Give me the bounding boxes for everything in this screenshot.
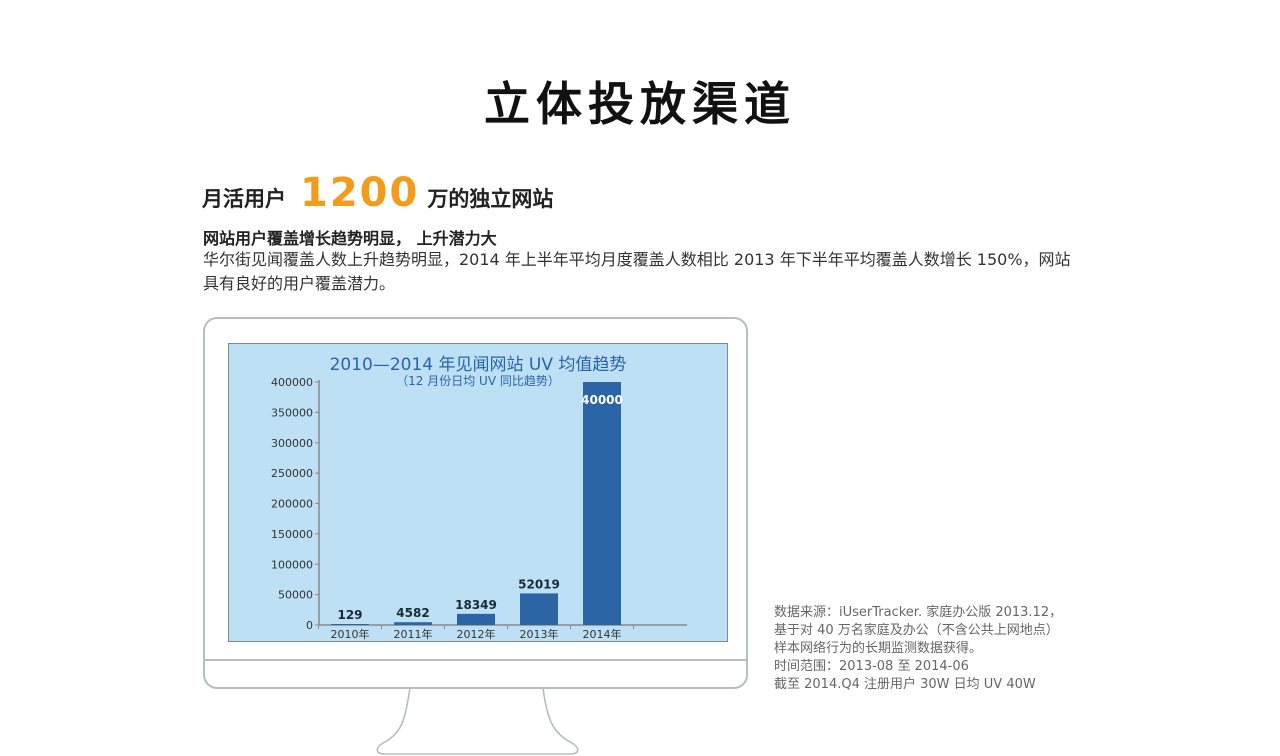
monitor-bezel-divider [205,659,746,661]
chart-screen: 2010—2014 年见闻网站 UV 均值趋势 （12 月份日均 UV 同比趋势… [228,343,728,642]
chart-subtitle: （12 月份日均 UV 同比趋势） [396,374,560,388]
x-tick-label: 2014年 [583,627,622,641]
source-line: 截至 2014.Q4 注册用户 30W 日均 UV 40W [774,677,1036,692]
monitor-stand [376,688,579,755]
bar [520,593,558,625]
x-tick-label: 2013年 [520,627,559,641]
y-tick-label: 50000 [278,589,313,602]
sub-heading: 网站用户覆盖增长趋势明显， 上升潜力大 [203,229,497,248]
bar [331,624,369,625]
y-tick-label: 100000 [271,558,313,571]
y-tick-label: 300000 [271,437,313,450]
data-label: 4582 [396,606,429,620]
page-title: 立体投放渠道 [484,77,796,131]
bar [394,622,432,625]
bar [583,382,621,625]
x-tick-label: 2012年 [457,627,496,641]
y-tick-label: 0 [306,619,313,632]
headline-number: 1200 [300,170,420,216]
headline-suffix: 万的独立网站 [427,187,554,211]
chart-title: 2010—2014 年见闻网站 UV 均值趋势 [329,355,627,375]
data-label: 40000 [581,393,623,407]
y-tick-label: 200000 [271,498,313,511]
bar-chart: 0 50000 100000 150000 200000 250000 300000 3500… [271,376,687,641]
x-tick-label: 2011年 [394,627,433,641]
headline: 月活用户 1200 万的独立网站 [202,170,553,216]
x-tick-label: 2010年 [331,627,370,641]
y-tick-label: 150000 [271,528,313,541]
source-line: 基于对 40 万名家庭及办公（不含公共上网地点） [774,623,1059,638]
monitor-frame: 2010—2014 年见闻网站 UV 均值趋势 （12 月份日均 UV 同比趋势… [203,317,748,689]
source-line: 样本网络行为的长期监测数据获得。 [774,641,983,656]
y-tick-label: 350000 [271,406,313,419]
data-label: 52019 [518,577,560,591]
headline-prefix: 月活用户 [202,187,286,211]
data-label: 129 [337,608,362,622]
y-tick-label: 400000 [271,376,313,389]
source-line: 数据来源：iUserTracker. 家庭办公版 2013.12， [774,605,1063,620]
source-line: 时间范围：2013-08 至 2014-06 [774,659,969,674]
data-label: 18349 [455,598,497,612]
description: 华尔街见闻覆盖人数上升趋势明显，2014 年上半年平均月度覆盖人数相比 2013… [203,250,1071,293]
y-tick-label: 250000 [271,467,313,480]
data-source-note: 数据来源：iUserTracker. 家庭办公版 2013.12， 基于对 40… [774,604,1062,694]
bar [457,613,495,625]
